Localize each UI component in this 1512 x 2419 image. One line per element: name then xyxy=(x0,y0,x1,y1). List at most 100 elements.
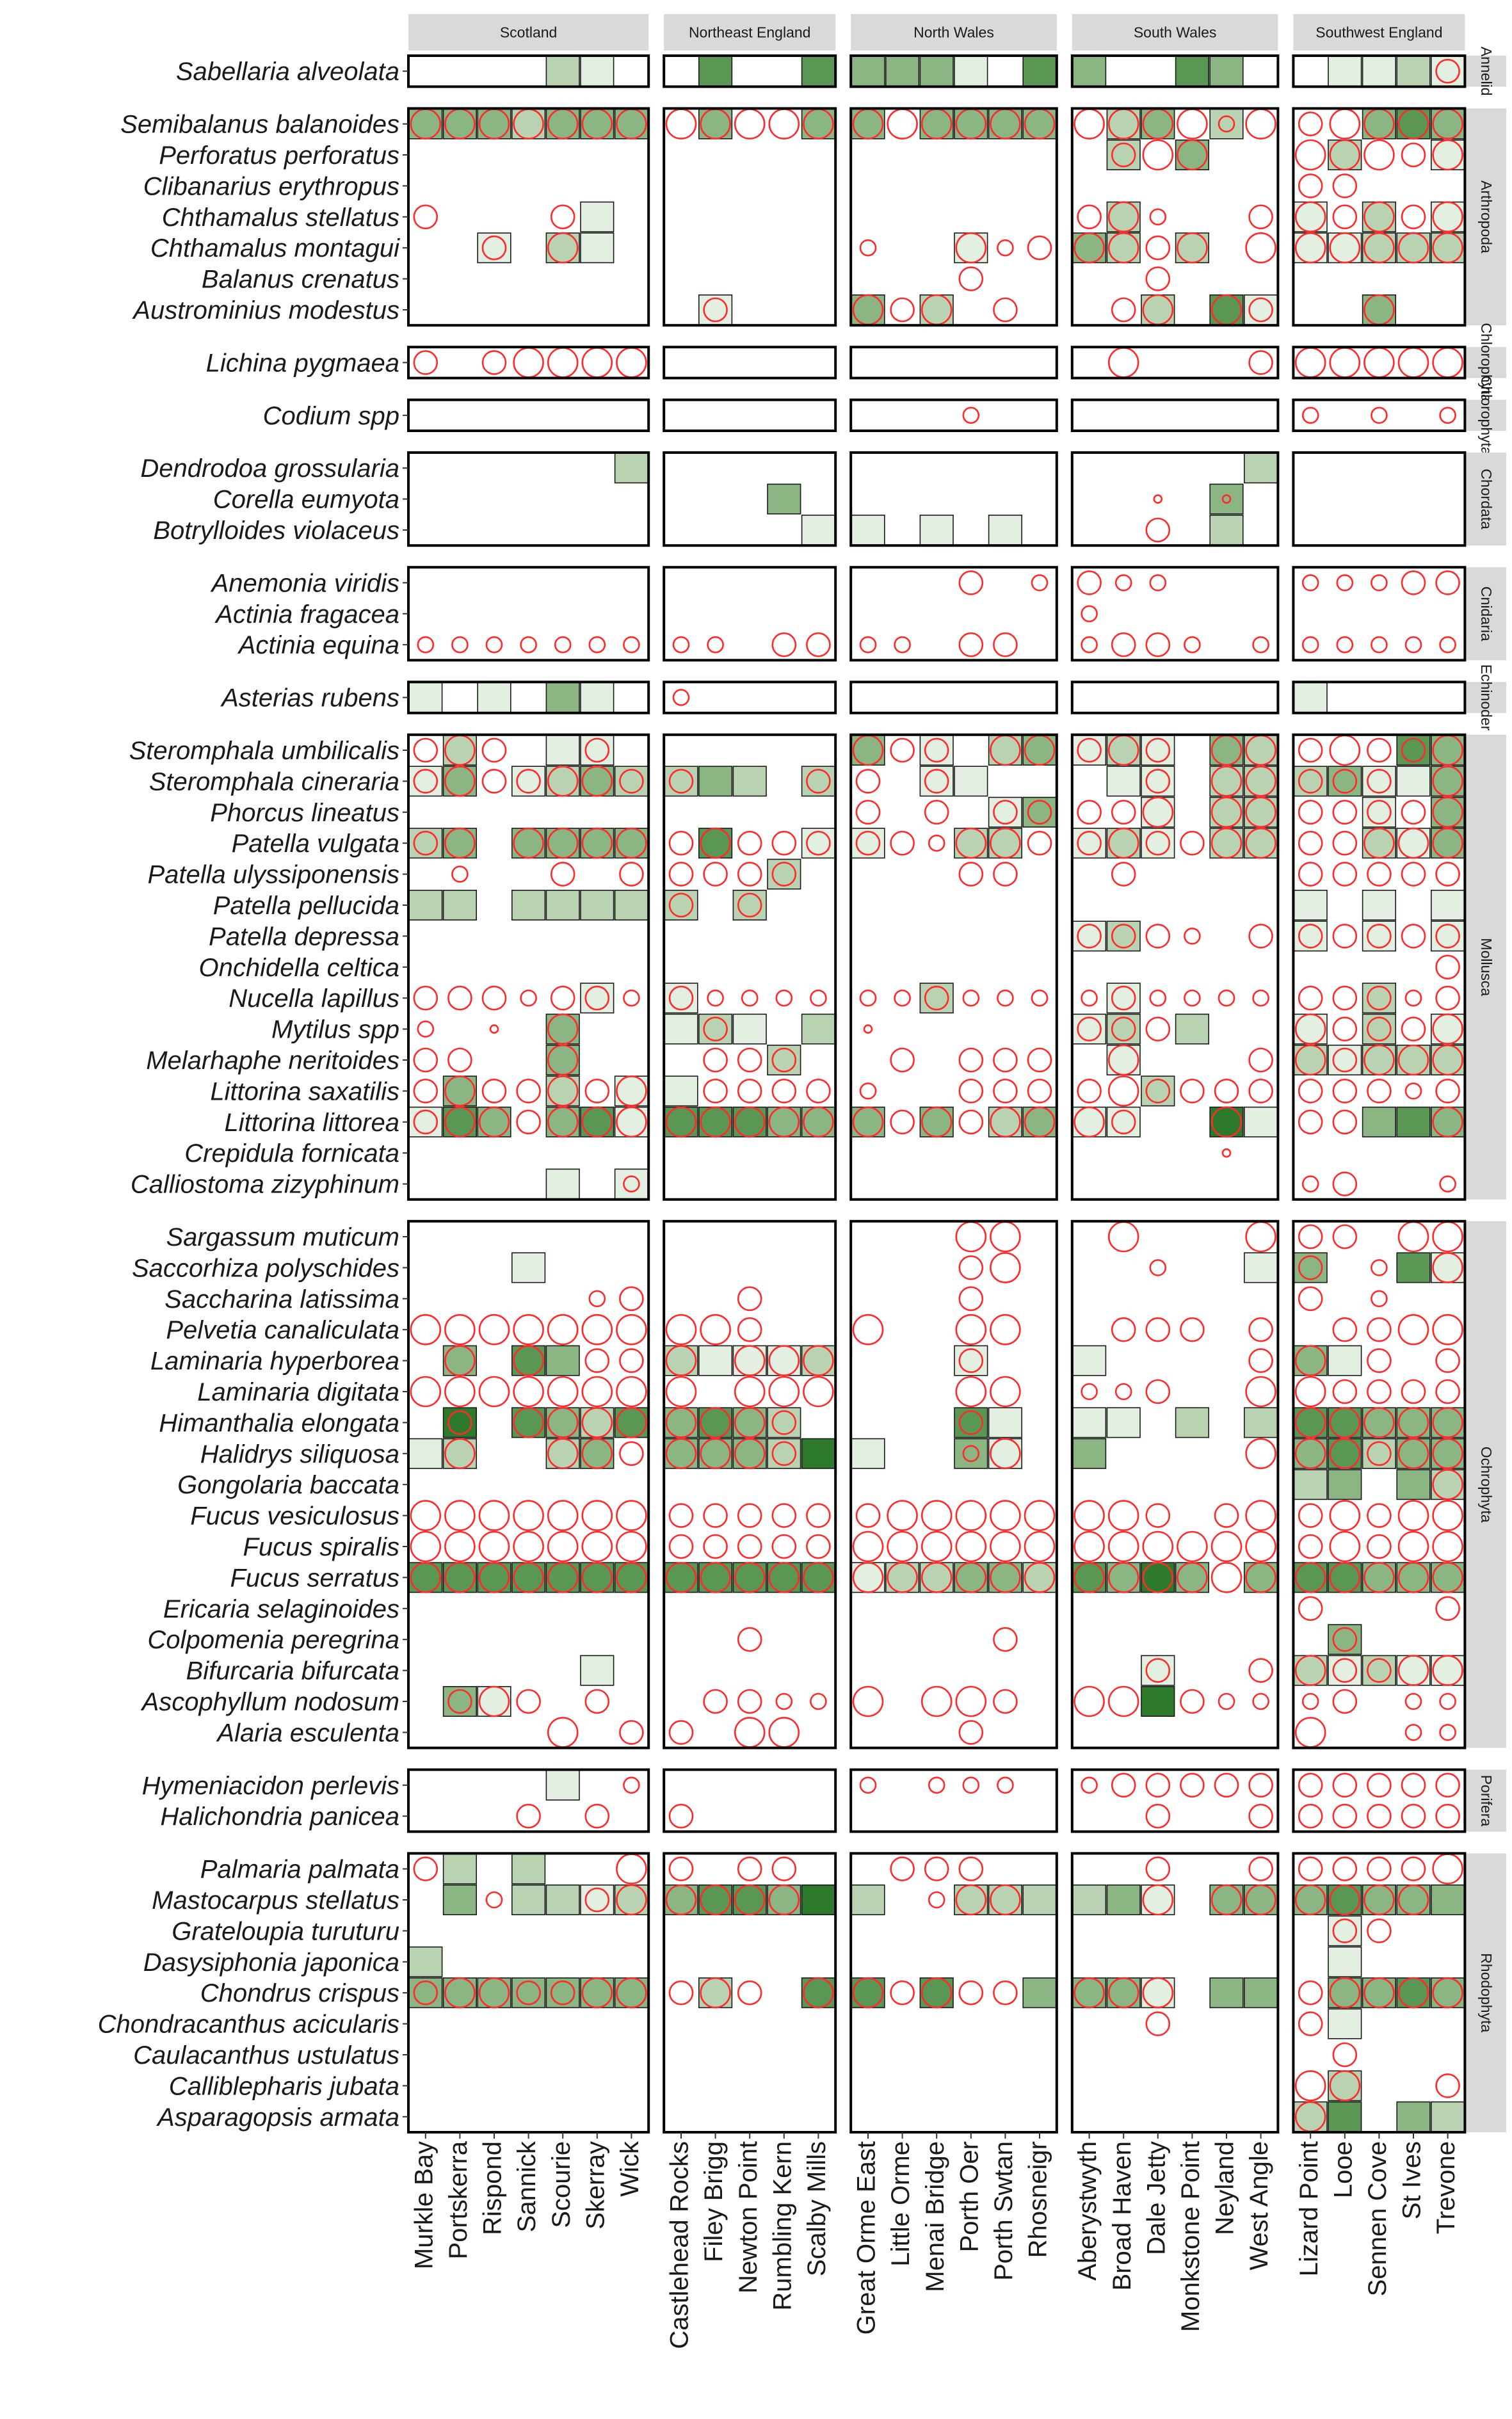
occurrence-circle xyxy=(1367,924,1392,949)
occurrence-circle xyxy=(489,1024,499,1034)
occurrence-circle xyxy=(410,1531,442,1563)
occurrence-circle xyxy=(955,1376,987,1408)
occurrence-circle xyxy=(894,989,911,1007)
heatmap-tile xyxy=(511,1252,546,1283)
occurrence-circle xyxy=(547,1106,579,1138)
occurrence-circle xyxy=(921,1562,953,1593)
region-strip-label: Southwest England xyxy=(1315,24,1442,41)
occurrence-circle xyxy=(768,1884,800,1916)
occurrence-circle xyxy=(890,1980,915,2005)
occurrence-circle xyxy=(1298,1503,1323,1528)
region-strip-label: South Wales xyxy=(1134,24,1217,41)
occurrence-circle xyxy=(1218,989,1235,1007)
region-strip-label: Northeast England xyxy=(689,24,811,41)
region-strip-label: North Wales xyxy=(913,24,994,41)
species-label: Steromphala cineraria xyxy=(149,767,399,796)
occurrence-circle xyxy=(810,989,827,1007)
heatmap-tile xyxy=(851,1885,885,1916)
occurrence-circle xyxy=(547,1500,579,1531)
occurrence-circle xyxy=(700,1314,731,1346)
species-label: Ascophyllum nodosum xyxy=(141,1688,399,1716)
occurrence-circle xyxy=(616,1562,647,1593)
occurrence-circle xyxy=(852,1106,884,1138)
occurrence-circle xyxy=(1218,1692,1235,1710)
occurrence-circle xyxy=(1111,142,1136,168)
heatmap-tile xyxy=(1106,1407,1141,1438)
occurrence-circle xyxy=(771,1534,797,1559)
occurrence-circle xyxy=(700,827,731,859)
occurrence-circle xyxy=(1294,1345,1326,1376)
heatmap-tile xyxy=(614,890,648,921)
occurrence-circle xyxy=(734,1562,766,1593)
heatmap-tile xyxy=(1072,1407,1107,1438)
occurrence-circle xyxy=(1248,1658,1273,1683)
occurrence-circle xyxy=(413,769,438,794)
occurrence-circle xyxy=(478,1562,510,1593)
occurrence-circle xyxy=(1142,1562,1174,1593)
occurrence-circle xyxy=(1248,350,1273,375)
heatmap-tile xyxy=(1209,483,1244,515)
occurrence-circle xyxy=(554,636,572,654)
site-label: Neyland xyxy=(1211,2141,1239,2235)
occurrence-circle xyxy=(1252,989,1269,1007)
heatmap-tile xyxy=(442,1853,477,1885)
occurrence-circle xyxy=(990,1314,1021,1346)
occurrence-circle xyxy=(1180,1079,1205,1104)
site-label: Broad Haven xyxy=(1108,2141,1136,2290)
occurrence-circle xyxy=(1298,1079,1323,1104)
occurrence-circle xyxy=(1252,1692,1269,1710)
occurrence-circle xyxy=(1142,139,1174,171)
occurrence-circle xyxy=(775,989,793,1007)
occurrence-circle xyxy=(444,1345,476,1376)
occurrence-circle xyxy=(1301,1692,1319,1710)
occurrence-circle xyxy=(581,1531,613,1563)
occurrence-circle xyxy=(1294,1884,1326,1916)
occurrence-circle xyxy=(481,235,507,261)
occurrence-circle xyxy=(444,1314,476,1346)
occurrence-circle xyxy=(955,1531,987,1563)
species-label: Patella pellucida xyxy=(213,892,399,920)
region-strip xyxy=(664,14,836,51)
occurrence-circle xyxy=(737,1047,762,1073)
occurrence-circle xyxy=(1298,173,1323,198)
panel-border xyxy=(663,733,837,1201)
occurrence-circle xyxy=(1432,232,1463,264)
occurrence-circle xyxy=(1367,1534,1392,1559)
occurrence-circle xyxy=(410,1314,442,1346)
species-label: Laminaria digitata xyxy=(197,1378,399,1406)
occurrence-circle xyxy=(997,239,1014,257)
occurrence-circle xyxy=(1371,406,1388,424)
occurrence-circle xyxy=(665,1884,697,1916)
occurrence-circle xyxy=(550,862,575,887)
occurrence-circle xyxy=(410,1562,442,1593)
heatmap-tile xyxy=(1175,56,1209,87)
occurrence-circle xyxy=(771,1410,797,1435)
occurrence-circle xyxy=(584,985,610,1011)
occurrence-circle xyxy=(1145,737,1171,763)
occurrence-circle xyxy=(447,1047,472,1073)
occurrence-circle xyxy=(887,1531,918,1563)
occurrence-circle xyxy=(928,1891,945,1909)
occurrence-circle xyxy=(1401,142,1426,168)
occurrence-circle xyxy=(547,1013,579,1045)
occurrence-circle xyxy=(990,1106,1021,1138)
occurrence-circle xyxy=(1432,1314,1463,1346)
panel-border xyxy=(849,733,1058,1201)
occurrence-circle xyxy=(1332,173,1358,198)
panel-border xyxy=(849,346,1058,380)
occurrence-circle xyxy=(413,1047,438,1073)
occurrence-circle xyxy=(447,985,472,1011)
occurrence-circle xyxy=(1397,1977,1429,2009)
occurrence-circle xyxy=(1332,1803,1358,1829)
occurrence-circle xyxy=(668,1980,694,2005)
occurrence-circle xyxy=(1332,985,1358,1011)
occurrence-circle xyxy=(665,1376,697,1408)
heatmap-tile xyxy=(545,1345,580,1376)
heatmap-tile xyxy=(1072,56,1107,87)
occurrence-circle xyxy=(993,1980,1018,2005)
occurrence-circle xyxy=(516,1803,541,1829)
occurrence-circle xyxy=(616,1500,647,1531)
occurrence-circle xyxy=(1248,1803,1273,1829)
panel-border xyxy=(1292,346,1467,380)
occurrence-circle xyxy=(958,862,984,887)
